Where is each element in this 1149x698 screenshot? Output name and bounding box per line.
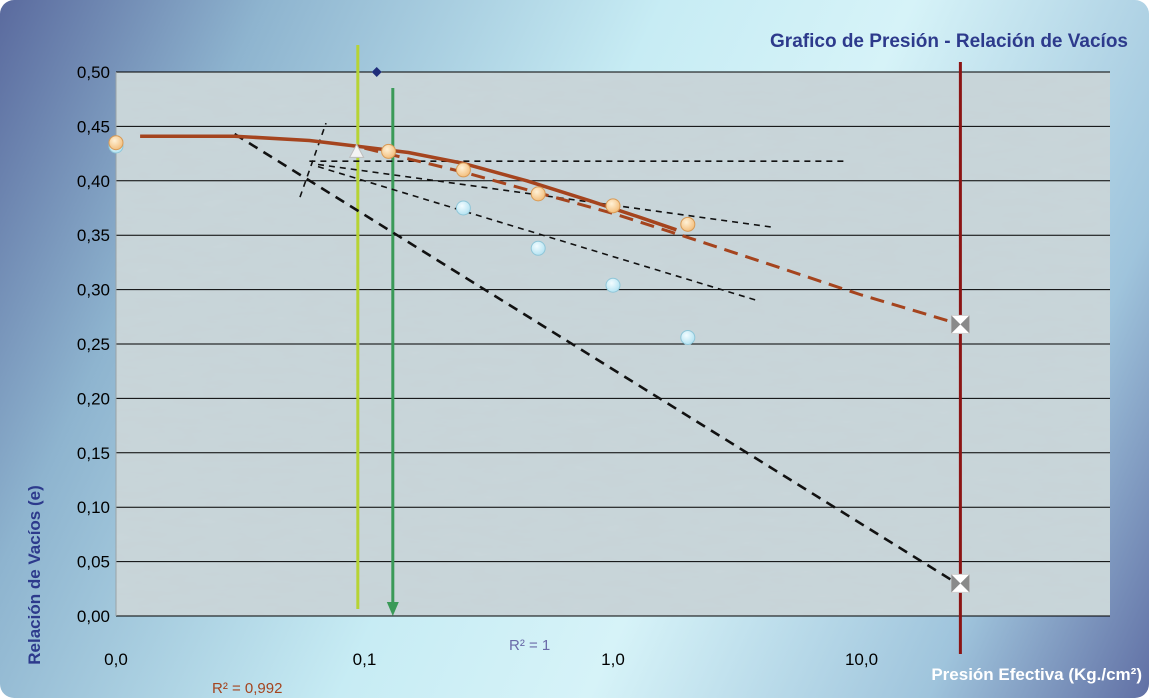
x-axis-ticks: 0,0 0,1 1,0 10,0 <box>104 650 878 669</box>
orange-point-0 <box>108 135 124 151</box>
data-markers <box>108 67 970 593</box>
x-tick-label-3: 10,0 <box>845 650 878 669</box>
y-tick-label-0: 0,00 <box>77 607 110 626</box>
x-tick-label-1: 0,1 <box>353 650 377 669</box>
r2-annotation-2: R² = 0,992 <box>212 680 282 697</box>
x-axis-label: Presión Efectiva (Kg./cm²) <box>931 665 1142 684</box>
chart-title: Grafico de Presión - Relación de Vacíos <box>770 31 1128 52</box>
y-tick-label-10: 0,50 <box>77 63 110 82</box>
orange-point-1 <box>381 143 397 159</box>
y-tick-label-6: 0,30 <box>77 281 110 300</box>
x-tick-label-0: 0,0 <box>104 650 128 669</box>
y-tick-label-2: 0,10 <box>77 498 110 517</box>
y-tick-label-5: 0,25 <box>77 335 110 354</box>
blue-point-1 <box>455 200 471 216</box>
dashed-line-3 <box>233 132 962 587</box>
y-tick-label-9: 0,45 <box>77 117 110 136</box>
fit-curve-dashed <box>364 146 961 326</box>
bowtie-right-3 <box>960 574 970 593</box>
blue-point-4 <box>680 329 696 345</box>
blue-point-3 <box>605 277 621 293</box>
y-axis-label: Relación de Vacíos (e) <box>25 485 44 665</box>
bowtie-right-2 <box>960 315 970 334</box>
dashed-line-4 <box>299 122 327 198</box>
x-tick-label-2: 1,0 <box>601 650 625 669</box>
orange-point-4 <box>605 198 621 214</box>
y-axis-ticks: 0,00 0,05 0,10 0,15 0,20 0,25 0,30 0,35 0,40 0,45… <box>77 63 110 626</box>
triangle-marker <box>348 143 365 158</box>
blue-point-2 <box>530 240 546 256</box>
dashed-trend-lines <box>233 122 962 587</box>
bowtie-left-3 <box>951 574 961 593</box>
y-tick-label-4: 0,20 <box>77 389 110 408</box>
orange-point-5 <box>680 216 696 232</box>
orange-point-2 <box>455 162 471 178</box>
vertical-lines <box>356 45 962 654</box>
bowtie-left-2 <box>951 315 961 334</box>
y-tick-label-3: 0,15 <box>77 444 110 463</box>
y-tick-label-7: 0,35 <box>77 226 110 245</box>
green-arrow-head <box>386 602 399 616</box>
y-tick-label-1: 0,05 <box>77 553 110 572</box>
y-tick-label-8: 0,40 <box>77 172 110 191</box>
diamond-marker <box>371 67 382 77</box>
r2-annotation-1: R² = 1 <box>509 637 550 654</box>
orange-point-3 <box>530 186 546 202</box>
